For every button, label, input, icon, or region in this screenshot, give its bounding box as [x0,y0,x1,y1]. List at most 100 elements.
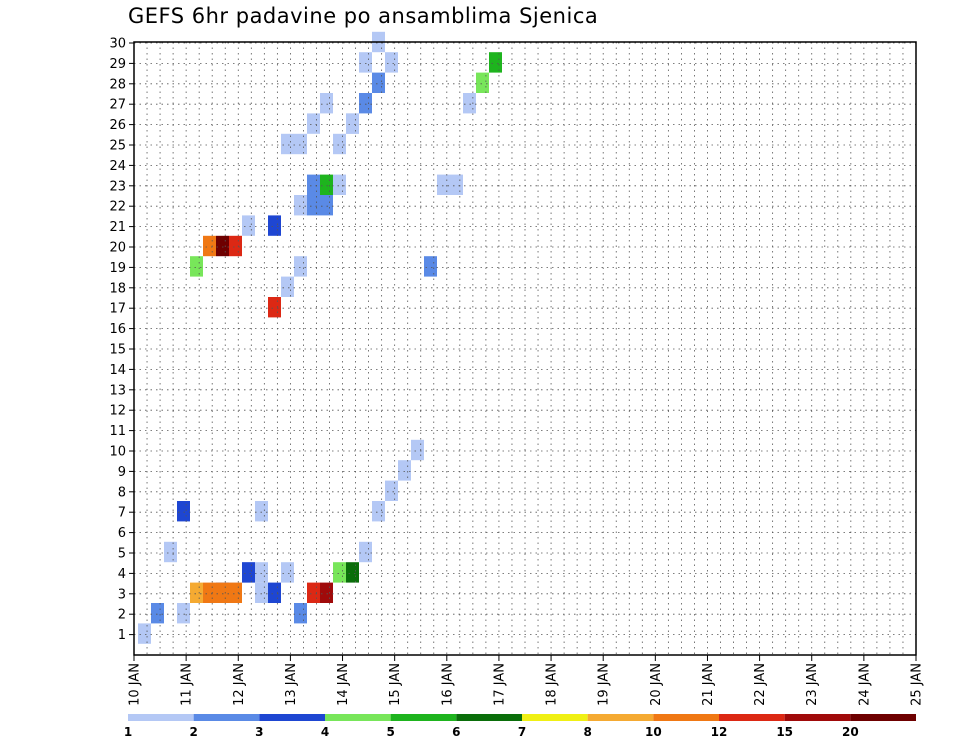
heatmap-cell [346,113,359,134]
heatmap-cell [255,562,268,583]
y-tick-label: 30 [109,37,126,52]
grid-layer [133,42,916,655]
heatmap-cell [294,256,307,277]
y-tick-label: 27 [109,98,126,113]
heatmap-cell [320,582,333,603]
heatmap-cell [268,582,281,603]
legend-swatch [325,714,391,721]
heatmap-cell [411,439,424,461]
legend-label: 8 [583,725,591,739]
x-tick-label: 18 JAN [545,663,560,706]
heatmap-cell [307,582,320,603]
heatmap-cell [294,195,307,216]
y-tick-label: 12 [109,404,126,419]
y-tick-label: 19 [109,261,126,276]
y-tick-label: 9 [118,465,126,480]
heatmap-cell [294,133,307,155]
heatmap-cell [203,235,216,257]
x-tick-label: 15 JAN [388,663,403,706]
heatmap-cell [255,582,268,603]
legend-label: 10 [645,725,662,739]
legend-swatch [390,714,457,721]
legend-swatch [653,714,719,721]
heatmap-cell [359,541,372,563]
heatmap-cell [229,582,242,603]
legend-label: 20 [842,725,859,739]
heatmap-cell [398,460,411,481]
heatmap-cell [333,174,346,195]
y-tick-label: 2 [118,608,126,623]
heatmap-cell [268,297,281,318]
heatmap-cell [177,603,190,624]
y-tick-label: 1 [118,628,126,643]
heatmap-cell [424,256,437,277]
legend-swatch [850,714,916,721]
heatmap-cell [281,133,294,155]
heatmap-cell [294,603,307,624]
heatmap-cell [437,174,450,195]
heatmap-cell [138,623,151,644]
y-tick-label: 3 [118,587,126,602]
chart-title: GEFS 6hr padavine po ansamblima Sjenica [128,4,599,28]
y-tick-label: 5 [118,547,126,562]
heatmap-cell [203,582,216,603]
heatmap-cell [151,603,164,624]
heatmap-cell [489,52,502,73]
y-tick-label: 20 [109,241,126,256]
y-tick-label: 14 [109,363,126,378]
x-tick-label: 11 JAN [180,663,195,706]
y-tick-label: 15 [109,343,126,358]
heatmap-cell [320,195,333,216]
x-tick-label: 22 JAN [753,663,768,706]
y-tick-label: 21 [109,220,126,235]
legend-label: 2 [189,725,197,739]
heatmap-cell [463,93,476,114]
y-tick-label: 16 [109,322,126,337]
heatmap-cell [333,133,346,155]
y-tick-label: 25 [109,139,126,154]
legend-label: 7 [518,725,526,739]
legend-swatch [587,714,654,721]
heatmap-cell [229,235,242,257]
y-tick-label: 18 [109,281,126,296]
heatmap-cell [281,562,294,583]
heatmap-cell [242,215,255,236]
x-axis-ticks: 10 JAN 11 JAN 12 JAN 13 JAN 14 JAN 15 JAN 16 J… [128,655,925,706]
heatmap-cell [450,174,463,195]
y-tick-label: 22 [109,200,126,215]
heatmap-cell [385,480,398,501]
legend: 1 2 3 4 5 6 7 8 10 12 15 20 [124,714,916,739]
y-tick-label: 4 [118,567,126,582]
legend-swatch [522,714,588,721]
y-tick-label: 8 [118,485,126,500]
legend-label: 15 [776,725,793,739]
y-tick-label: 24 [109,159,126,174]
legend-label: 12 [711,725,728,739]
legend-swatch [259,714,325,721]
heatmap-cell [268,215,281,236]
x-tick-label: 24 JAN [857,663,872,706]
legend-swatch [193,714,260,721]
heatmap-cell [333,562,346,583]
x-tick-label: 12 JAN [232,663,247,706]
y-tick-label: 26 [109,118,126,133]
y-tick-label: 23 [109,179,126,194]
heatmap-cell [307,174,320,195]
x-tick-label: 14 JAN [336,663,351,706]
heatmap-cell [372,501,385,522]
y-tick-label: 11 [109,424,126,439]
legend-swatch [784,714,851,721]
y-tick-label: 28 [109,77,126,92]
legend-label: 5 [386,725,394,739]
legend-label: 4 [321,725,329,739]
cells-layer [138,31,502,644]
x-tick-label: 10 JAN [128,663,143,706]
x-tick-label: 16 JAN [440,663,455,706]
heatmap-cell [307,195,320,216]
heatmap-cell [177,501,190,522]
x-tick-label: 23 JAN [805,663,820,706]
heatmap-cell [255,501,268,522]
heatmap-cell [346,562,359,583]
y-tick-label: 7 [118,506,126,521]
